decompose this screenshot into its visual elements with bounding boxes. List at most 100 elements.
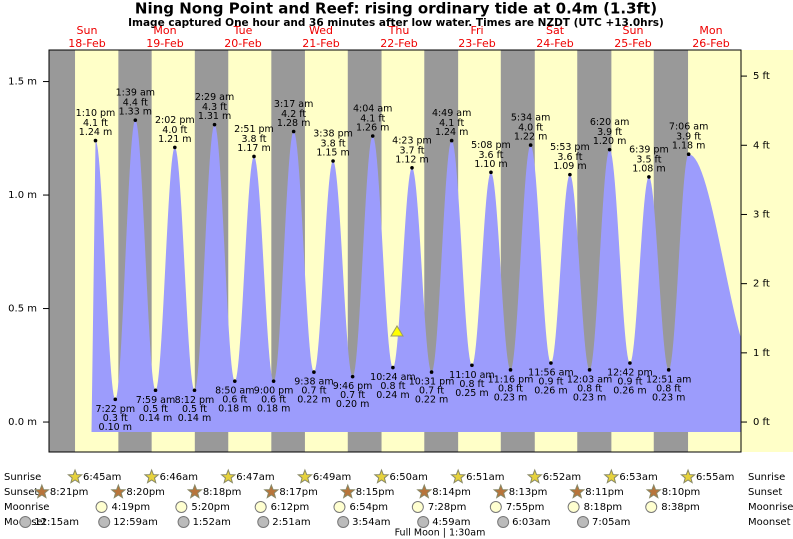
tide-ft: 0.7 ft	[419, 386, 444, 397]
moon-icon	[254, 501, 267, 513]
tide-m: 1.15 m	[316, 147, 349, 158]
moon-icon	[95, 501, 108, 513]
row-time: 6:53am	[619, 472, 657, 483]
moon-phase: Full Moon | 1:30am	[395, 528, 486, 539]
tide-time: 7:22 pm	[95, 404, 135, 415]
sun-icon	[450, 468, 467, 484]
row-time: 12:59am	[113, 517, 158, 528]
weekday: Sat	[546, 24, 565, 37]
moon-icon	[645, 501, 658, 513]
tide-ft: 3.9 ft	[676, 132, 701, 143]
date: 23-Feb	[458, 37, 495, 50]
row-time: 6:52am	[543, 472, 581, 483]
y2-tick-label: 2 ft	[753, 279, 770, 290]
moon-icon	[337, 516, 350, 528]
sun-icon	[416, 483, 433, 499]
sun-icon	[67, 468, 84, 484]
right-axis-bg	[741, 50, 793, 452]
tide-point	[93, 138, 98, 143]
moon-icon	[333, 501, 346, 513]
weekday: Mon	[699, 24, 722, 37]
tide-m: 1.20 m	[593, 136, 626, 147]
tide-m: 0.26 m	[613, 386, 646, 397]
tide-m: 0.18 m	[218, 404, 251, 415]
sun-icon	[263, 483, 280, 499]
tide-point	[568, 172, 572, 177]
tide-time: 7:59 am	[136, 395, 175, 406]
row-time: 8:20pm	[126, 487, 165, 498]
tide-m: 1.26 m	[356, 123, 389, 134]
tide-m: 0.22 m	[297, 395, 330, 406]
date: 24-Feb	[536, 37, 573, 50]
row-time: 7:55pm	[506, 502, 545, 513]
moon-icon	[177, 516, 190, 528]
tide-ft: 0.3 ft	[103, 413, 128, 424]
chart-subtitle: Image captured One hour and 36 minutes a…	[128, 17, 664, 29]
tide-time: 8:12 pm	[175, 395, 215, 406]
tide-point	[686, 152, 691, 156]
tide-point	[291, 129, 296, 134]
tide-time: 7:06 am	[669, 122, 708, 133]
moon-icon	[577, 516, 590, 528]
row-time: 8:13pm	[509, 487, 548, 498]
tide-ft: 4.2 ft	[281, 109, 306, 120]
tide-time: 8:50 am	[215, 386, 254, 397]
weekday: Mon	[153, 24, 176, 37]
current-tide-marker	[390, 325, 404, 337]
tide-m: 0.22 m	[415, 395, 448, 406]
tide-point	[312, 370, 316, 374]
tide-ft: 4.1 ft	[360, 114, 385, 125]
row-time: 6:51am	[466, 472, 504, 483]
tide-ft: 3.6 ft	[478, 150, 503, 161]
tide-time: 3:17 am	[274, 99, 313, 110]
tide-point	[212, 122, 217, 127]
sun-icon	[603, 468, 620, 484]
tide-m: 0.23 m	[652, 392, 685, 403]
y2-tick-label: 5 ft	[753, 71, 770, 82]
tide-time: 10:24 am	[370, 372, 415, 383]
tide-time: 11:56 am	[528, 368, 573, 379]
weekday: Thu	[388, 24, 410, 37]
moon-icon	[489, 501, 502, 513]
tide-time: 1:10 pm	[76, 108, 116, 119]
sun-icon	[220, 468, 237, 484]
tide-ft: 4.4 ft	[123, 98, 148, 109]
row-time: 12:15am	[34, 517, 79, 528]
y-tick-label: 0.0 m	[8, 417, 37, 428]
row-label: Sunrise	[4, 472, 41, 483]
tide-point	[133, 118, 138, 122]
row-time: 6:45am	[83, 472, 121, 483]
row-time: 6:55am	[696, 472, 734, 483]
date: 22-Feb	[380, 37, 417, 50]
row-time: 8:11pm	[585, 487, 624, 498]
tide-m: 1.12 m	[395, 154, 428, 165]
tide-m: 1.17 m	[237, 143, 270, 154]
date: 25-Feb	[614, 37, 651, 50]
tide-m: 0.24 m	[376, 390, 409, 401]
tide-point	[508, 368, 513, 372]
moon-icon	[19, 516, 32, 528]
row-label-right: Sunrise	[748, 472, 785, 483]
tide-ft: 4.0 ft	[162, 125, 187, 136]
tide-time: 10:31 pm	[409, 377, 455, 388]
tide-ft: 0.5 ft	[143, 404, 168, 415]
row-time: 1:52am	[193, 517, 231, 528]
tide-point	[232, 379, 237, 383]
plot-frame	[48, 49, 742, 453]
weekday: Tue	[233, 24, 253, 37]
tide-time: 12:51 am	[646, 374, 691, 385]
sun-icon	[569, 483, 586, 499]
row-time: 8:17pm	[279, 487, 318, 498]
tide-m: 0.14 m	[139, 413, 172, 424]
sun-icon	[526, 468, 543, 484]
tide-time: 4:04 am	[353, 104, 392, 115]
tide-point	[252, 154, 256, 159]
sun-icon	[645, 483, 662, 499]
moon-icon	[411, 501, 424, 513]
row-time: 6:54pm	[349, 502, 388, 513]
row-time: 6:50am	[390, 472, 428, 483]
row-time: 6:47am	[236, 472, 274, 483]
tide-time: 2:51 pm	[234, 124, 274, 135]
tide-ft: 0.5 ft	[182, 404, 207, 415]
